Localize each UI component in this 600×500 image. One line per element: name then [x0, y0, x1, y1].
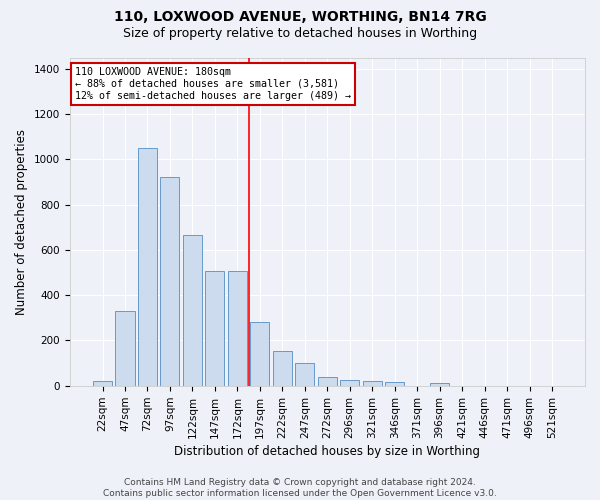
- Bar: [115, 311, 134, 386]
- Bar: [318, 376, 337, 386]
- Bar: [228, 272, 247, 386]
- Bar: [205, 272, 224, 386]
- Y-axis label: Number of detached properties: Number of detached properties: [15, 128, 28, 314]
- Bar: [250, 322, 269, 386]
- Bar: [362, 380, 382, 386]
- Bar: [340, 380, 359, 386]
- Bar: [295, 363, 314, 386]
- Bar: [385, 382, 404, 386]
- Text: 110, LOXWOOD AVENUE, WORTHING, BN14 7RG: 110, LOXWOOD AVENUE, WORTHING, BN14 7RG: [113, 10, 487, 24]
- Bar: [430, 383, 449, 386]
- Text: Size of property relative to detached houses in Worthing: Size of property relative to detached ho…: [123, 28, 477, 40]
- Text: 110 LOXWOOD AVENUE: 180sqm
← 88% of detached houses are smaller (3,581)
12% of s: 110 LOXWOOD AVENUE: 180sqm ← 88% of deta…: [74, 68, 350, 100]
- Bar: [183, 235, 202, 386]
- Bar: [93, 381, 112, 386]
- Bar: [273, 350, 292, 386]
- X-axis label: Distribution of detached houses by size in Worthing: Distribution of detached houses by size …: [174, 444, 480, 458]
- Bar: [138, 148, 157, 386]
- Bar: [160, 178, 179, 386]
- Text: Contains HM Land Registry data © Crown copyright and database right 2024.
Contai: Contains HM Land Registry data © Crown c…: [103, 478, 497, 498]
